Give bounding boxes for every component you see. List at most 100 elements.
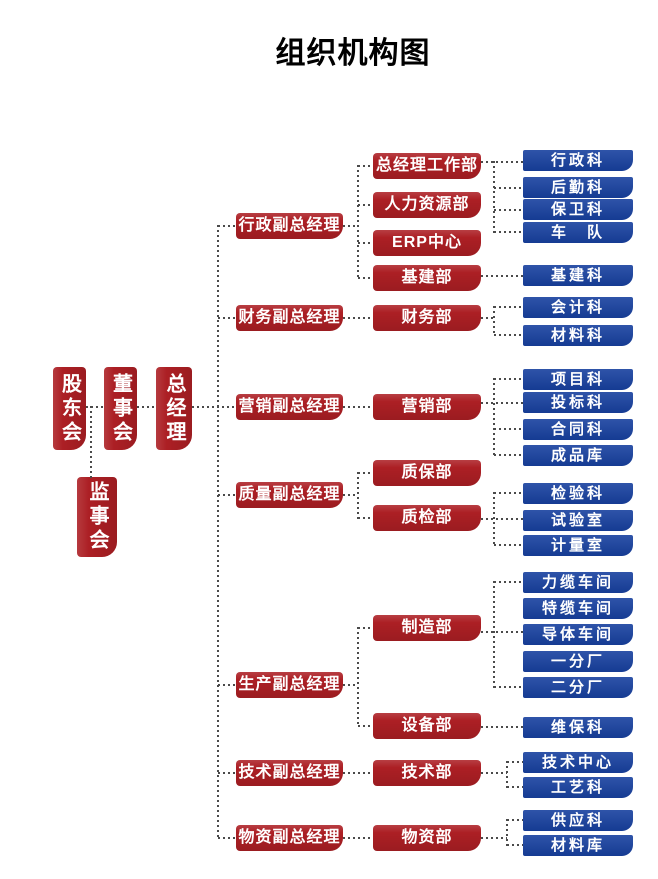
org-node-label: 技术部 <box>401 764 453 781</box>
connector-dotted-line <box>507 761 523 763</box>
org-node-label: 财务部 <box>401 309 453 326</box>
org-node-label: 工艺科 <box>550 779 605 796</box>
connector-dotted-line <box>358 242 373 244</box>
org-node-security-section: 保卫科 <box>523 199 633 220</box>
org-node-infrastructure-dept: 基建部 <box>373 265 481 291</box>
connector-dotted-line <box>343 317 373 319</box>
org-node-finance-vice-gm: 财务副总经理 <box>236 305 343 331</box>
connector-dotted-line <box>481 402 523 404</box>
org-node-label: 物资部 <box>401 829 453 846</box>
org-node-hr-dept: 人力资源部 <box>373 192 481 218</box>
connector-dotted-line <box>481 275 523 277</box>
connector-dotted-line <box>506 761 508 788</box>
connector-dotted-line <box>218 772 236 774</box>
connector-dotted-line <box>357 165 359 279</box>
org-node-general-manager: 总经理 <box>156 367 192 450</box>
connector-dotted-line <box>481 837 507 839</box>
org-node-quality-vice-gm: 质量副总经理 <box>236 482 343 508</box>
connector-dotted-line <box>494 454 523 456</box>
connector-dotted-line <box>343 406 373 408</box>
org-node-label: 一分厂 <box>550 653 605 670</box>
org-node-label: 计量室 <box>550 537 605 554</box>
org-node-label: 质检部 <box>401 509 453 526</box>
org-node-admin-vice-gm: 行政副总经理 <box>236 213 343 239</box>
connector-dotted-line <box>218 837 236 839</box>
org-node-label: 营销部 <box>401 398 453 415</box>
org-node-admin-section: 行政科 <box>523 150 633 171</box>
org-node-infrastructure-section: 基建科 <box>523 265 633 286</box>
org-node-erp-center: ERP中心 <box>373 230 481 256</box>
org-node-label: 材料库 <box>550 837 605 854</box>
connector-dotted-line <box>494 334 523 336</box>
connector-dotted-line <box>343 225 358 227</box>
org-node-label: 项目科 <box>550 371 605 388</box>
org-node-conductor-shop: 导体车间 <box>523 624 633 645</box>
org-node-label: 保卫科 <box>550 201 605 218</box>
connector-dotted-line <box>343 837 373 839</box>
connector-dotted-line <box>358 277 373 279</box>
connector-dotted-line <box>493 581 495 688</box>
org-node-label: 基建科 <box>550 267 605 284</box>
org-node-label: 行政科 <box>550 152 605 169</box>
org-node-label: 董事会 <box>109 372 132 445</box>
connector-dotted-line <box>357 627 359 727</box>
org-node-finished-goods-store: 成品库 <box>523 445 633 466</box>
connector-dotted-line <box>357 472 359 519</box>
org-node-label: 总经理 <box>163 372 185 445</box>
connector-dotted-line <box>494 231 523 233</box>
org-node-label: 总经理工作部 <box>375 157 478 174</box>
connector-dotted-line <box>494 544 523 546</box>
connector-dotted-line <box>493 492 495 546</box>
connector-dotted-line <box>494 686 523 688</box>
connector-dotted-line <box>137 406 156 408</box>
org-node-label: 供应科 <box>550 812 605 829</box>
connector-dotted-line <box>507 786 523 788</box>
org-node-label: 物资副总经理 <box>238 829 341 846</box>
connector-dotted-line <box>481 726 523 728</box>
connector-dotted-line <box>192 406 236 408</box>
org-node-material-vice-gm: 物资副总经理 <box>236 825 343 851</box>
org-node-label: 合同科 <box>550 421 605 438</box>
org-node-label: 监事会 <box>86 481 108 553</box>
connector-dotted-line <box>218 225 236 227</box>
connector-dotted-line <box>494 581 523 583</box>
org-node-label: 人力资源部 <box>384 196 470 213</box>
connector-dotted-line <box>493 378 495 456</box>
org-node-manufacturing-dept: 制造部 <box>373 615 481 641</box>
org-node-label: 投标科 <box>550 394 605 411</box>
org-node-label: 试验室 <box>550 512 605 529</box>
connector-dotted-line <box>343 772 373 774</box>
org-node-motor-fleet: 车 队 <box>523 222 633 243</box>
org-node-label: 生产副总经理 <box>238 676 341 693</box>
connector-dotted-line <box>217 225 219 839</box>
connector-dotted-line <box>481 772 507 774</box>
org-node-qa-dept: 质保部 <box>373 460 481 486</box>
org-node-material-section: 材料科 <box>523 325 633 346</box>
org-node-label: 检验科 <box>550 485 605 502</box>
org-node-tech-dept: 技术部 <box>373 760 481 786</box>
connector-dotted-line <box>358 725 373 727</box>
connector-dotted-line <box>218 317 236 319</box>
org-node-label: 设备部 <box>401 717 453 734</box>
connector-dotted-line <box>494 428 523 430</box>
org-node-project-section: 项目科 <box>523 369 633 390</box>
org-node-label: 成品库 <box>550 447 605 464</box>
connector-dotted-line <box>506 819 508 846</box>
connector-dotted-line <box>507 844 523 846</box>
org-node-contract-section: 合同科 <box>523 419 633 440</box>
org-node-label: 基建部 <box>401 269 453 286</box>
org-node-power-cable-shop: 力缆车间 <box>523 572 633 593</box>
org-node-tech-center: 技术中心 <box>523 752 633 773</box>
org-node-label: 二分厂 <box>550 679 605 696</box>
connector-dotted-line <box>358 204 373 206</box>
org-node-gm-office: 总经理工作部 <box>373 153 481 179</box>
connector-dotted-line <box>481 518 523 520</box>
connector-dotted-line <box>90 406 92 478</box>
org-node-maintenance-section: 维保科 <box>523 717 633 738</box>
org-node-label: 维保科 <box>550 719 605 736</box>
org-node-metrology-room: 计量室 <box>523 535 633 556</box>
org-node-material-store: 材料库 <box>523 835 633 856</box>
org-node-tech-vice-gm: 技术副总经理 <box>236 760 343 786</box>
connector-dotted-line <box>358 627 373 629</box>
